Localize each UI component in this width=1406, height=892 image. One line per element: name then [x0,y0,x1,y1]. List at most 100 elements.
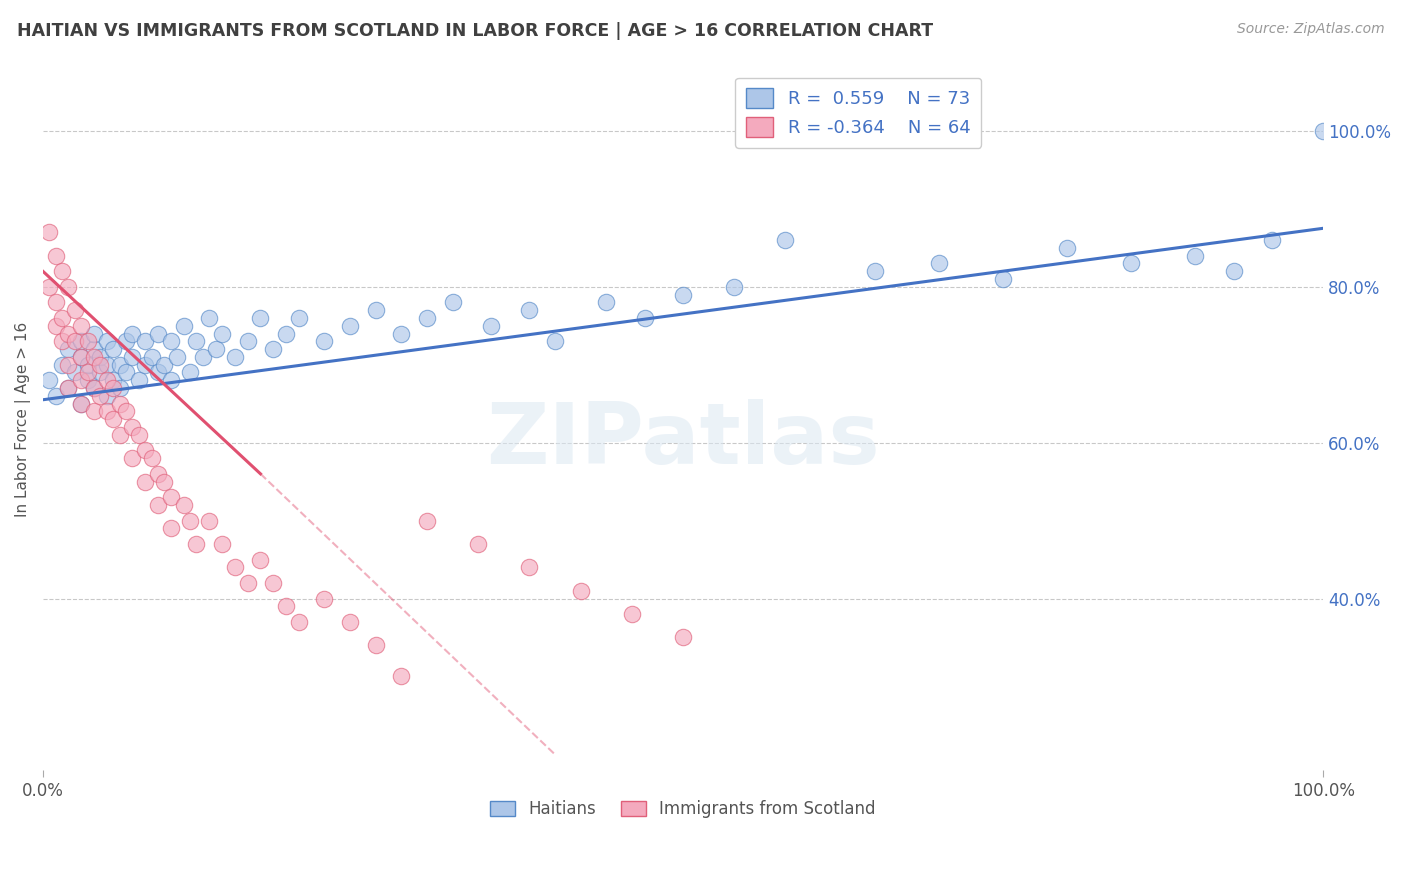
Point [146,326,169,341]
Point [45,318,67,333]
Point [83,381,105,395]
Point [89,350,111,364]
Point [191,350,214,364]
Point [96,334,118,349]
Point [83,381,105,395]
Point [115,404,138,418]
Point [63,303,86,318]
Point [1312,124,1334,138]
Point [179,366,201,380]
Point [96,358,118,372]
Point [928,256,950,270]
Point [83,326,105,341]
Point [89,366,111,380]
Point [186,334,208,349]
Point [103,373,125,387]
Point [96,404,118,418]
Point [517,303,540,318]
Point [96,389,118,403]
Point [58,381,80,395]
Point [517,560,540,574]
Point [339,318,361,333]
Point [1184,249,1206,263]
Point [63,366,86,380]
Point [173,318,195,333]
Point [83,404,105,418]
Point [115,366,138,380]
Point [224,560,246,574]
Point [38,225,60,239]
Point [441,295,464,310]
Point [249,310,271,325]
Point [620,607,643,621]
Point [128,373,150,387]
Point [479,318,502,333]
Point [389,326,412,341]
Point [70,397,93,411]
Point [672,631,695,645]
Point [1222,264,1244,278]
Point [236,334,259,349]
Point [153,358,176,372]
Point [249,552,271,566]
Point [76,366,98,380]
Point [991,272,1014,286]
Point [198,514,221,528]
Point [146,498,169,512]
Point [128,427,150,442]
Point [211,537,233,551]
Point [314,334,336,349]
Point [70,350,93,364]
Point [121,451,143,466]
Point [89,358,111,372]
Point [134,443,156,458]
Point [103,342,125,356]
Point [274,326,297,341]
Point [595,295,617,310]
Legend: Haitians, Immigrants from Scotland: Haitians, Immigrants from Scotland [484,794,883,825]
Point [204,342,226,356]
Point [76,358,98,372]
Point [1261,233,1284,247]
Point [314,591,336,606]
Point [160,334,183,349]
Point [160,373,183,387]
Point [672,287,695,301]
Point [51,334,73,349]
Point [262,576,284,591]
Point [134,475,156,489]
Point [121,326,143,341]
Point [160,490,183,504]
Point [262,342,284,356]
Point [775,233,797,247]
Point [186,537,208,551]
Text: HAITIAN VS IMMIGRANTS FROM SCOTLAND IN LABOR FORCE | AGE > 16 CORRELATION CHART: HAITIAN VS IMMIGRANTS FROM SCOTLAND IN L… [17,22,934,40]
Point [416,514,439,528]
Point [70,334,93,349]
Point [863,264,886,278]
Point [134,358,156,372]
Point [288,310,311,325]
Text: Source: ZipAtlas.com: Source: ZipAtlas.com [1237,22,1385,37]
Point [364,638,387,652]
Point [146,467,169,481]
Point [153,475,176,489]
Point [389,669,412,683]
Point [76,334,98,349]
Point [70,350,93,364]
Point [70,397,93,411]
Point [1119,256,1142,270]
Point [38,373,60,387]
Point [51,310,73,325]
Point [166,350,188,364]
Point [121,350,143,364]
Point [134,334,156,349]
Point [569,583,592,598]
Point [70,373,93,387]
Point [633,310,655,325]
Point [274,599,297,614]
Point [544,334,567,349]
Point [58,326,80,341]
Point [364,303,387,318]
Point [58,342,80,356]
